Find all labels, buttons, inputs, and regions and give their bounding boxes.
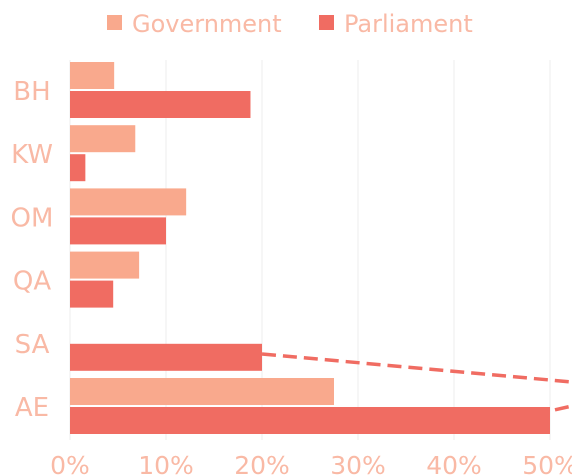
bar-parliament-sa [70,343,262,371]
category-label-qa: QA [13,267,51,297]
legend-label-parliament[interactable]: Parliament [344,10,473,38]
tick-label-50pct: 50% [522,451,572,476]
category-label-sa: SA [15,330,50,360]
bar-government-kw [70,125,136,153]
tick-label-10pct: 10% [138,451,194,476]
bar-government-bh [70,62,115,89]
bar-parliament-qa [70,280,114,308]
category-label-kw: KW [11,140,53,170]
category-label-om: OM [11,203,54,233]
tick-label-20pct: 20% [234,451,290,476]
tick-label-40pct: 40% [426,451,482,476]
dashed-trend-line-sa [261,352,572,384]
bar-government-om [70,188,187,216]
annotation-layer [261,352,572,421]
bar-layer [70,62,550,434]
category-axis: BH KW OM QA SA AE [11,77,54,423]
legend-swatch-parliament [319,15,334,30]
legend-swatch-government [107,15,122,30]
category-label-ae: AE [15,393,49,423]
category-label-bh: BH [13,77,50,107]
bar-parliament-ae [70,407,550,434]
grid-layer [69,60,551,440]
tick-label-0pct: 0% [50,451,90,476]
value-axis: 0% 10% 20% 30% 40% 50% [50,451,572,476]
bar-government-qa [70,251,140,279]
bar-parliament-om [70,217,166,245]
bar-government-ae [70,378,334,405]
dashed-trend-line-ae [513,404,572,421]
legend-label-government[interactable]: Government [132,10,282,38]
bar-parliament-bh [70,91,251,118]
legend: Government Parliament [107,10,473,38]
bar-parliament-kw [70,154,86,182]
tick-label-30pct: 30% [330,451,386,476]
